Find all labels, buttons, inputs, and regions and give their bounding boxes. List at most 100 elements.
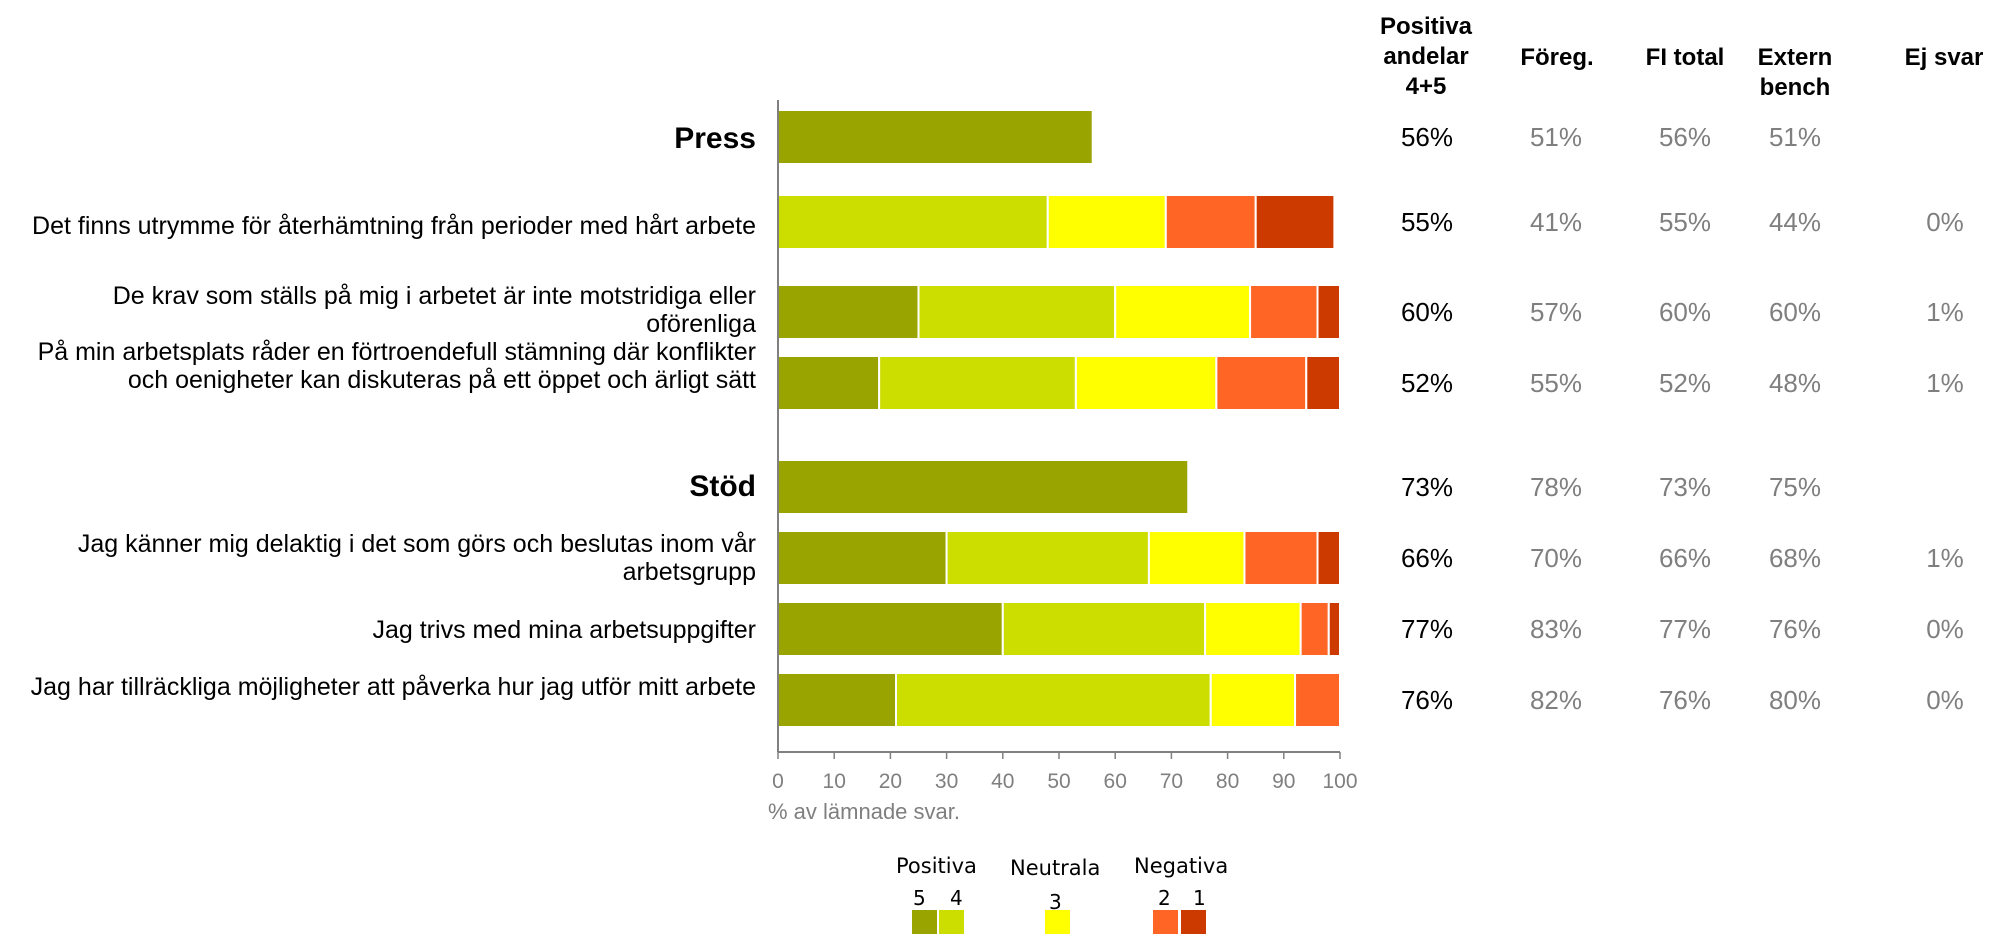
x-tick-label: 100 xyxy=(1322,770,1357,793)
table-cell: 57% xyxy=(1529,297,1583,327)
table-cell: 80% xyxy=(1768,685,1822,715)
legend-label-positiva: Positiva xyxy=(896,854,977,878)
row-label-paverka: Jag har tillräckliga möjligheter att påv… xyxy=(30,673,756,701)
x-axis-title: % av lämnade svar. xyxy=(768,799,960,824)
legend-swatch-5 xyxy=(912,910,937,934)
legend-num-4: 4 xyxy=(950,886,963,910)
bar-segment xyxy=(1209,672,1297,728)
table-cell: 51% xyxy=(1768,122,1822,152)
bar-segment xyxy=(1001,601,1207,657)
row-label-stod: Stöd xyxy=(689,470,756,503)
table-cell: 56% xyxy=(1400,122,1454,152)
table-cell: 0% xyxy=(1926,614,1964,644)
table-cell: 70% xyxy=(1529,543,1583,573)
x-tick-label: 80 xyxy=(1216,770,1239,793)
bar-segment xyxy=(777,601,1004,657)
table-cell: 48% xyxy=(1768,368,1822,398)
table-cell: 56% xyxy=(1658,122,1712,152)
table-cell: 77% xyxy=(1658,614,1712,644)
bar-segment xyxy=(1046,194,1167,250)
table-cell: 60% xyxy=(1768,297,1822,327)
table-cell: 55% xyxy=(1529,368,1583,398)
row-label-press: Press xyxy=(674,122,756,155)
legend-num-3: 3 xyxy=(1049,890,1062,914)
table-cell: 55% xyxy=(1658,207,1712,237)
bar-segment xyxy=(1164,194,1257,250)
row-label-trivs: Jag trivs med mina arbetsuppgifter xyxy=(372,616,756,644)
legend-swatch-3 xyxy=(1045,910,1070,934)
bar-segment xyxy=(1074,355,1218,411)
table-cell: 77% xyxy=(1400,614,1454,644)
col-head-ej-svar: Ej svar xyxy=(1904,44,1984,71)
legend-swatch-1 xyxy=(1181,910,1206,934)
bar-segment xyxy=(777,355,881,411)
table-cell: 0% xyxy=(1926,207,1964,237)
table-cell: 44% xyxy=(1768,207,1822,237)
col-head-extern-bench: Extern bench xyxy=(1757,44,1833,101)
col-head-foreg: Föreg. xyxy=(1520,44,1594,71)
bar-segment xyxy=(777,284,920,340)
row-label-aterhamtning: Det finns utrymme för återhämtning från … xyxy=(32,212,756,240)
bar-segment xyxy=(917,284,1117,340)
bar-segment xyxy=(1204,601,1302,657)
table-cell: 1% xyxy=(1926,368,1964,398)
row-label-delaktig: Jag känner mig delaktig i det som görs o… xyxy=(77,530,756,586)
row-label-stamning: På min arbetsplats råder en förtroendefu… xyxy=(37,338,756,394)
legend-swatch-4 xyxy=(939,910,964,934)
bar-segment xyxy=(1215,355,1308,411)
bar-segment xyxy=(945,530,1150,586)
bar-segment xyxy=(777,459,1190,515)
table-cell: 83% xyxy=(1529,614,1583,644)
legend-num-5: 5 xyxy=(913,886,926,910)
table-cell: 76% xyxy=(1658,685,1712,715)
table-cell: 78% xyxy=(1529,472,1583,502)
table-cell: 41% xyxy=(1529,207,1583,237)
table-cell: 76% xyxy=(1400,685,1454,715)
x-tick-label: 40 xyxy=(991,770,1014,793)
x-tick-label: 90 xyxy=(1272,770,1295,793)
legend-num-2: 2 xyxy=(1158,886,1171,910)
x-tick-label: 60 xyxy=(1104,770,1127,793)
bar-segment xyxy=(1243,530,1319,586)
row-label-krav: De krav som ställs på mig i arbetet är i… xyxy=(112,282,756,338)
table-cell: 55% xyxy=(1400,207,1454,237)
table-cell: 73% xyxy=(1658,472,1712,502)
bar-segment xyxy=(1147,530,1246,586)
legend-num-1: 1 xyxy=(1193,886,1206,910)
bar-segment xyxy=(1316,284,1342,340)
table-cell: 68% xyxy=(1768,543,1822,573)
bar-segment xyxy=(1299,601,1330,657)
table-cell: 0% xyxy=(1926,685,1964,715)
table-cell: 60% xyxy=(1658,297,1712,327)
x-tick-label: 10 xyxy=(823,770,846,793)
col-head-fi-total: FI total xyxy=(1645,44,1725,71)
bar-segment xyxy=(777,109,1094,165)
table-cell: 66% xyxy=(1400,543,1454,573)
x-tick-label: 0 xyxy=(772,770,784,793)
table-cell: 75% xyxy=(1768,472,1822,502)
bar-segment xyxy=(1254,194,1336,250)
table-cell: 1% xyxy=(1926,543,1964,573)
x-tick-label: 20 xyxy=(879,770,902,793)
table-cell: 60% xyxy=(1400,297,1454,327)
legend-label-negativa: Negativa xyxy=(1134,854,1229,878)
table-cell: 52% xyxy=(1658,368,1712,398)
bar-segment xyxy=(1305,355,1342,411)
bar-segment xyxy=(1114,284,1252,340)
table-cell: 82% xyxy=(1529,685,1583,715)
table-cell: 76% xyxy=(1768,614,1822,644)
x-tick-label: 30 xyxy=(935,770,958,793)
table-cell: 73% xyxy=(1400,472,1454,502)
bar-segment xyxy=(777,194,1049,250)
legend-label-neutrala: Neutrala xyxy=(1010,856,1101,880)
x-tick-label: 50 xyxy=(1047,770,1070,793)
table-cell: 1% xyxy=(1926,297,1964,327)
bar-segment xyxy=(777,530,948,586)
bar-segment xyxy=(1316,530,1342,586)
bar-segment xyxy=(895,672,1212,728)
bar-segment xyxy=(1327,601,1342,657)
bar-segment xyxy=(878,355,1077,411)
bar-segment xyxy=(1294,672,1342,728)
bar-segment xyxy=(1249,284,1319,340)
